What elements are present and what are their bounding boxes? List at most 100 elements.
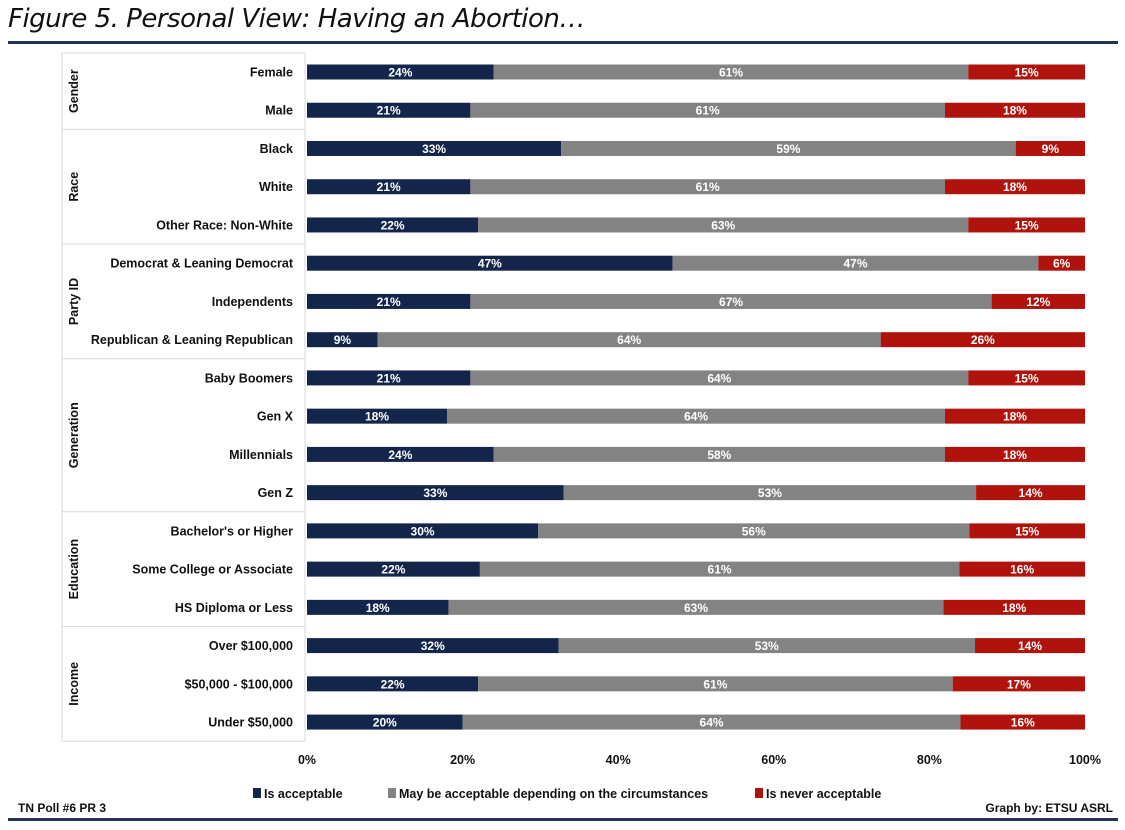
bar-segment (307, 485, 564, 501)
bar-segment (470, 179, 945, 195)
bar-segment (974, 638, 1085, 654)
bar-segment (307, 140, 562, 156)
data-label: 47% (843, 257, 867, 271)
data-label: 16% (1011, 716, 1035, 730)
data-label: 64% (700, 716, 724, 730)
data-label: 32% (421, 639, 445, 653)
legend-swatch (388, 788, 396, 798)
category-label: HS Diploma or Less (175, 601, 293, 615)
data-label: 56% (742, 524, 766, 538)
bar-segment (943, 599, 1085, 615)
data-label: 18% (1003, 104, 1027, 118)
bar-segment (307, 676, 479, 692)
data-label: 53% (758, 486, 782, 500)
data-label: 18% (1003, 448, 1027, 462)
bar-segment (672, 255, 1039, 271)
data-label: 12% (1026, 295, 1050, 309)
data-label: 53% (755, 639, 779, 653)
data-label: 21% (377, 180, 401, 194)
data-label: 22% (381, 218, 405, 232)
data-label: 14% (1018, 639, 1042, 653)
legend-label: May be acceptable depending on the circu… (399, 787, 708, 801)
bar-segment (307, 217, 479, 233)
bar-segment (563, 485, 977, 501)
bar-segment (1015, 140, 1085, 156)
data-label: 21% (377, 104, 401, 118)
bar-segment (880, 332, 1085, 348)
data-label: 18% (1003, 180, 1027, 194)
category-label: Black (260, 142, 293, 156)
x-tick-label: 20% (450, 753, 475, 767)
bar-segment (307, 179, 471, 195)
bar-segment (478, 676, 953, 692)
data-label: 61% (703, 677, 727, 691)
data-label: 16% (1010, 563, 1034, 577)
bar-segment (307, 255, 673, 271)
footer-left: TN Poll #6 PR 3 (18, 801, 107, 815)
group-label: Generation (67, 402, 81, 468)
data-label: 24% (388, 448, 412, 462)
data-label: 24% (388, 66, 412, 80)
bar-segment (470, 370, 969, 386)
x-tick-label: 40% (606, 753, 631, 767)
data-label: 47% (478, 257, 502, 271)
footer-right: Graph by: ETSU ASRL (985, 801, 1113, 815)
data-label: 22% (381, 677, 405, 691)
data-label: 58% (707, 448, 731, 462)
data-label: 61% (696, 180, 720, 194)
category-label: Female (250, 66, 293, 80)
data-label: 18% (1003, 410, 1027, 424)
top-rule (8, 41, 1118, 44)
bottom-rule (8, 818, 1118, 821)
data-label: 64% (617, 333, 641, 347)
legend-label: Is never acceptable (766, 787, 881, 801)
figure-title: Figure 5. Personal View: Having an Abort… (8, 4, 585, 34)
bar-segment (493, 64, 969, 80)
bar-segment (307, 523, 539, 539)
data-label: 9% (334, 333, 352, 347)
category-label: Millennials (229, 448, 293, 462)
bar-segment (447, 408, 945, 424)
data-label: 59% (776, 142, 800, 156)
group-label: Race (67, 172, 81, 202)
data-label: 33% (423, 486, 447, 500)
data-label: 63% (684, 601, 708, 615)
data-label: 20% (373, 716, 397, 730)
data-label: 6% (1053, 257, 1071, 271)
category-label: Other Race: Non-White (156, 218, 293, 232)
category-label: Under $50,000 (208, 716, 293, 730)
x-tick-label: 0% (298, 753, 316, 767)
bar-segment (307, 293, 471, 309)
bar-segment (969, 523, 1085, 539)
bar-segment (307, 638, 559, 654)
data-label: 63% (711, 218, 735, 232)
bar-segment (968, 217, 1085, 233)
bar-segment (307, 714, 463, 730)
category-label: Gen X (257, 410, 294, 424)
group-label: Party ID (67, 278, 81, 325)
legend-label: Is acceptable (264, 787, 343, 801)
bar-segment (470, 293, 992, 309)
group-label: Education (67, 539, 81, 599)
bar-segment (538, 523, 970, 539)
data-label: 9% (1042, 142, 1060, 156)
bar-segment (968, 370, 1085, 386)
category-label: Independents (212, 295, 293, 309)
x-tick-label: 100% (1069, 753, 1101, 767)
legend-swatch (755, 788, 763, 798)
data-label: 21% (377, 295, 401, 309)
bar-segment (561, 140, 1016, 156)
data-label: 26% (971, 333, 995, 347)
category-label: White (259, 180, 293, 194)
bar-segment (307, 408, 448, 424)
bar-segment (944, 102, 1085, 118)
category-label: Republican & Leaning Republican (91, 333, 293, 347)
bar-segment (1038, 255, 1085, 271)
data-label: 15% (1015, 218, 1039, 232)
bar-segment (944, 446, 1085, 462)
bar-segment (960, 714, 1085, 730)
bar-segment (307, 102, 471, 118)
data-label: 61% (708, 563, 732, 577)
bar-segment (968, 64, 1085, 80)
